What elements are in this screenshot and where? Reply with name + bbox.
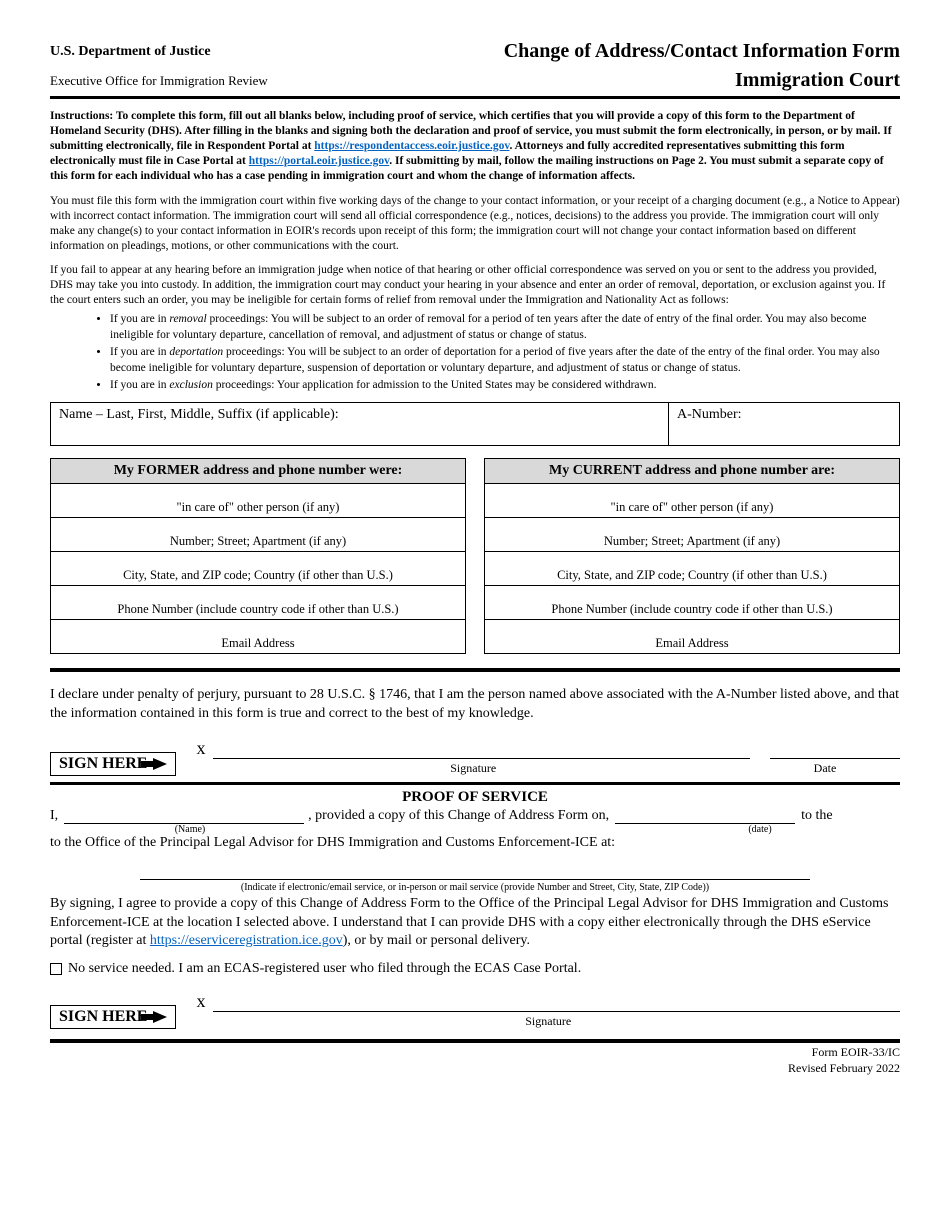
form-title-line2: Immigration Court — [735, 69, 900, 92]
proof-agree: By signing, I agree to provide a copy of… — [50, 895, 900, 952]
current-in-care-of[interactable]: "in care of" other person (if any) — [485, 484, 899, 518]
proof-date-blank[interactable] — [615, 808, 795, 824]
address-columns: My FORMER address and phone number were:… — [50, 458, 900, 654]
signature-line-1[interactable] — [213, 758, 750, 759]
footer-revised: Revised February 2022 — [788, 1061, 900, 1075]
proof-sublabels: (Name) (date) — [50, 824, 900, 835]
header-row-2: Executive Office for Immigration Review … — [50, 69, 900, 99]
bullet-exclusion: If you are in exclusion proceedings: You… — [110, 378, 900, 394]
paragraph-failure: If you fail to appear at any hearing bef… — [50, 263, 900, 308]
signature-x-1: x — [196, 738, 205, 759]
former-header: My FORMER address and phone number were: — [51, 459, 465, 484]
proof-title: PROOF OF SERVICE — [50, 789, 900, 806]
proof-indicate: (Indicate if electronic/email service, o… — [50, 882, 900, 893]
bullet-removal: If you are in removal proceedings: You w… — [110, 312, 900, 343]
former-phone[interactable]: Phone Number (include country code if ot… — [51, 586, 465, 620]
divider-thick-2 — [50, 782, 900, 785]
eservice-link[interactable]: https://eserviceregistration.ice.gov — [150, 933, 343, 948]
proof-i: I, — [50, 808, 58, 824]
footer-form: Form EOIR-33/IC — [812, 1045, 900, 1059]
signature-row-1: SIGN HERE x Signature Date — [50, 738, 900, 776]
proof-name-blank[interactable] — [64, 808, 304, 824]
paragraph-filing: You must file this form with the immigra… — [50, 194, 900, 254]
no-service-checkbox[interactable] — [50, 963, 62, 975]
current-address-box: My CURRENT address and phone number are:… — [484, 458, 900, 654]
proof-service-address-line[interactable] — [140, 879, 810, 880]
arrow-icon — [153, 758, 167, 770]
signature-label-1: Signature — [196, 761, 750, 776]
case-portal-link[interactable]: https://portal.eoir.justice.gov — [249, 155, 389, 167]
date-label-1: Date — [750, 761, 900, 776]
form-title-line1: Change of Address/Contact Information Fo… — [504, 40, 900, 63]
name-anumber-box: Name – Last, First, Middle, Suffix (if a… — [50, 402, 900, 446]
date-line-1[interactable] — [770, 758, 900, 759]
signature-line-2[interactable] — [213, 1011, 900, 1012]
former-city[interactable]: City, State, and ZIP code; Country (if o… — [51, 552, 465, 586]
current-header: My CURRENT address and phone number are: — [485, 459, 899, 484]
current-phone[interactable]: Phone Number (include country code if ot… — [485, 586, 899, 620]
arrow-icon-2 — [153, 1011, 167, 1023]
former-in-care-of[interactable]: "in care of" other person (if any) — [51, 484, 465, 518]
divider-thick-1 — [50, 668, 900, 672]
anumber-field[interactable]: A-Number: — [669, 403, 899, 445]
sign-here-box-1: SIGN HERE — [50, 752, 176, 776]
proof-line-1: I, , provided a copy of this Change of A… — [50, 808, 900, 824]
instructions-label: Instructions: — [50, 110, 113, 122]
header-row: U.S. Department of Justice Change of Add… — [50, 40, 900, 63]
proof-to-the: to the — [801, 808, 833, 824]
proof-name-sublabel: (Name) — [70, 824, 310, 835]
proof-mid: , provided a copy of this Change of Addr… — [308, 808, 609, 824]
sign-here-label: SIGN HERE — [59, 755, 147, 773]
current-email[interactable]: Email Address — [485, 620, 899, 653]
office-label: Executive Office for Immigration Review — [50, 73, 268, 89]
no-service-label: No service needed. I am an ECAS-register… — [68, 961, 581, 977]
signature-label-2: Signature — [196, 1014, 900, 1029]
bullet-deportation: If you are in deportation proceedings: Y… — [110, 345, 900, 376]
instructions-block: Instructions: To complete this form, fil… — [50, 109, 900, 184]
footer-text: Form EOIR-33/IC Revised February 2022 — [50, 1045, 900, 1076]
declaration-text: I declare under penalty of perjury, purs… — [50, 686, 900, 724]
signature-x-2: x — [196, 991, 205, 1012]
name-field[interactable]: Name – Last, First, Middle, Suffix (if a… — [51, 403, 669, 445]
department-label: U.S. Department of Justice — [50, 44, 211, 60]
sign-here-label-2: SIGN HERE — [59, 1008, 147, 1026]
current-city[interactable]: City, State, and ZIP code; Country (if o… — [485, 552, 899, 586]
former-street[interactable]: Number; Street; Apartment (if any) — [51, 518, 465, 552]
former-email[interactable]: Email Address — [51, 620, 465, 653]
footer-divider — [50, 1039, 900, 1043]
former-address-box: My FORMER address and phone number were:… — [50, 458, 466, 654]
respondent-portal-link[interactable]: https://respondentaccess.eoir.justice.go… — [314, 140, 509, 152]
bullet-list: If you are in removal proceedings: You w… — [50, 312, 900, 394]
no-service-row: No service needed. I am an ECAS-register… — [50, 961, 900, 977]
signature-row-2: SIGN HERE x Signature — [50, 991, 900, 1029]
proof-line-2: to the Office of the Principal Legal Adv… — [50, 835, 900, 851]
proof-date-sublabel: (date) — [670, 824, 850, 835]
sign-here-box-2: SIGN HERE — [50, 1005, 176, 1029]
current-street[interactable]: Number; Street; Apartment (if any) — [485, 518, 899, 552]
